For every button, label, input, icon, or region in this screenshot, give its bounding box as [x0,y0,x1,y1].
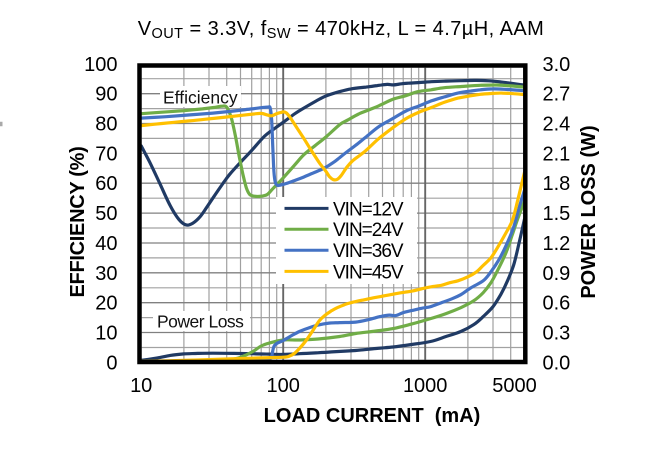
svg-text:0.9: 0.9 [543,263,571,285]
svg-text:20: 20 [95,293,117,315]
svg-text:0.6: 0.6 [543,293,571,315]
svg-text:LOAD CURRENT (mA): LOAD CURRENT (mA) [264,405,481,427]
svg-text:1000: 1000 [403,375,448,397]
svg-text:0: 0 [106,352,117,374]
svg-text:VOUT = 3.3V, fSW = 470kHz, L =: VOUT = 3.3V, fSW = 470kHz, L = 4.7µH, AA… [138,18,545,42]
svg-text:Efficiency: Efficiency [163,88,238,108]
svg-text:30: 30 [95,263,117,285]
svg-text:100: 100 [84,54,117,76]
svg-text:40: 40 [95,233,117,255]
svg-text:POWER LOSS (W): POWER LOSS (W) [578,125,600,298]
svg-text:2.1: 2.1 [543,143,571,165]
svg-text:Power Loss: Power Loss [157,312,244,332]
svg-text:90: 90 [95,84,117,106]
svg-text:VIN=36V: VIN=36V [333,241,404,262]
svg-text:1.8: 1.8 [543,173,571,195]
svg-text:2.4: 2.4 [543,114,571,136]
svg-text:EFFICIENCY (%): EFFICIENCY (%) [67,147,89,298]
svg-text:VIN=24V: VIN=24V [333,220,404,241]
svg-text:3.0: 3.0 [543,54,571,76]
svg-text:0.0: 0.0 [543,352,571,374]
svg-text:10: 10 [130,375,152,397]
svg-text:1.5: 1.5 [543,203,571,225]
svg-text:60: 60 [95,173,117,195]
svg-text:70: 70 [95,143,117,165]
svg-text:80: 80 [95,114,117,136]
svg-text:2.7: 2.7 [543,84,571,106]
svg-text:10: 10 [95,323,117,345]
svg-text:1.2: 1.2 [543,233,571,255]
svg-text:0.3: 0.3 [543,323,571,345]
svg-text:100: 100 [267,375,300,397]
svg-text:5000: 5000 [492,375,537,397]
svg-text:VIN=12V: VIN=12V [333,199,404,220]
svg-text:50: 50 [95,203,117,225]
svg-text:VIN=45V: VIN=45V [333,262,404,283]
